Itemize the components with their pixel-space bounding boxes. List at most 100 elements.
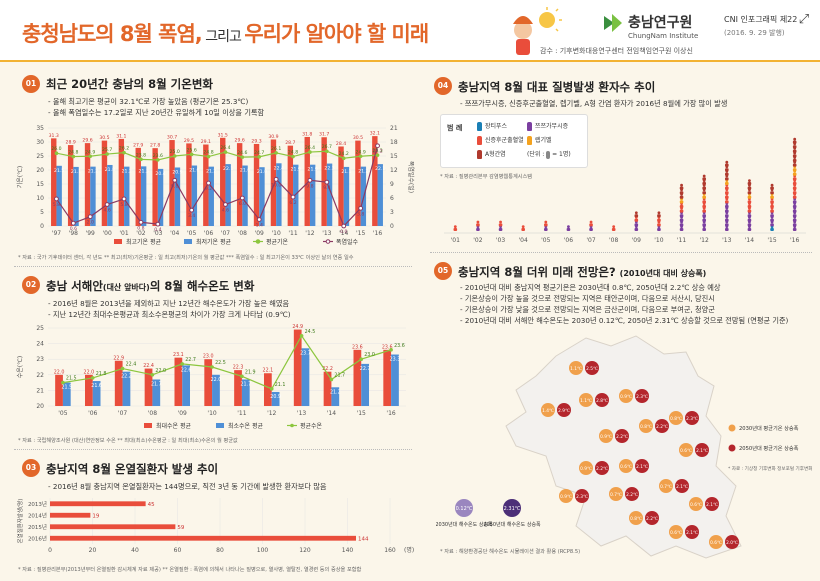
section1-bullet-2: - 올해 폭염일수는 17.2일로 지난 20년간 유일하게 10일 이상을 기… <box>48 108 265 117</box>
person-icon <box>702 205 706 208</box>
bar-min-temp <box>174 167 181 226</box>
x-tick-label: 100 <box>257 547 269 554</box>
bar-min-sea-temp <box>391 354 399 406</box>
legend-item: 쯔쯔가무시증 <box>527 121 568 131</box>
y-tick-label: 20 <box>36 403 44 410</box>
logo-icon <box>604 14 622 32</box>
region-2050-marker <box>575 489 589 503</box>
person-icon <box>702 191 706 195</box>
person-icon <box>657 214 661 218</box>
data-label: 26.0 <box>51 146 61 152</box>
data-label: 29.3 <box>251 138 261 144</box>
x-tick-label: 160 <box>384 547 396 554</box>
region-2030-marker <box>679 443 693 457</box>
person-icon <box>725 228 729 231</box>
x-tick-label: '07 <box>221 230 230 237</box>
legend-title: 범 례 <box>447 124 463 132</box>
data-label: 22.3 <box>233 365 244 371</box>
data-label: 45 <box>148 502 155 508</box>
person-icon <box>679 205 684 208</box>
data-label: 31.3 <box>49 133 59 139</box>
avg-temp-point <box>325 149 329 154</box>
region-2050-marker <box>655 419 669 433</box>
bar-min-sea-temp <box>361 363 370 406</box>
legend-item: 렙기벨 <box>527 135 552 145</box>
bar-min-sea-temp <box>152 379 161 406</box>
section2-bullet-2: - 지난 12년간 최대수온평균과 최소수온평균의 차이가 가장 크게 나타남 … <box>48 310 291 319</box>
person-icon <box>725 195 729 199</box>
avg-sea-temp-point <box>180 362 185 366</box>
heatwave-point <box>206 180 211 186</box>
x-tick-label: 20 <box>89 547 97 554</box>
section5-bullet-1: - 2010년대 대비 충남지역 평균기온은 2030년대 0.8℃, 2050… <box>460 283 721 292</box>
data-label: 22.7 <box>360 366 371 372</box>
region-2050-value: 2.2℃ <box>646 516 658 522</box>
person-icon <box>725 182 729 185</box>
region-2050-marker <box>695 443 709 457</box>
data-label: 21.5 <box>66 376 77 382</box>
section1-number: 01 <box>22 75 40 93</box>
person-icon <box>792 140 797 144</box>
bar-max-sea-temp <box>174 357 183 406</box>
unit-text: = 1명) <box>550 151 571 158</box>
x-tick-label: '05 <box>187 230 196 237</box>
person-icon <box>770 195 774 199</box>
x-tick-label: '08 <box>238 230 247 237</box>
bar-max-temp <box>304 136 310 226</box>
avg-temp-point <box>223 150 228 154</box>
region-2030-value: 0.8℃ <box>630 516 642 522</box>
person-icon <box>770 191 774 195</box>
person-icon <box>634 223 639 227</box>
person-icon <box>747 228 752 231</box>
x-tick-label: '12 <box>267 410 276 417</box>
region-2030-value: 0.6℃ <box>670 530 682 536</box>
data-label: 0.0 <box>340 229 347 235</box>
person-icon <box>702 186 706 190</box>
y2-tick-label: 12 <box>390 167 398 174</box>
avg-temp-line <box>56 150 378 161</box>
data-label: 20.9 <box>270 394 281 400</box>
data-label: 31.7 <box>319 132 329 138</box>
person-icon <box>747 214 752 218</box>
x-tick-label: '03 <box>496 237 505 244</box>
data-label: 1.4 <box>256 222 263 228</box>
legend-label: 신증후군출혈열 <box>485 137 524 144</box>
region-2030-value: 0.6℃ <box>690 502 702 508</box>
region-2030-value: 0.9℃ <box>600 434 612 440</box>
person-icon <box>747 205 752 208</box>
person-icon <box>546 150 551 159</box>
x-tick-label: '05 <box>541 237 550 244</box>
expand-icon[interactable]: ⤢ <box>798 12 810 27</box>
y-axis-label: 기온(℃) <box>16 166 24 188</box>
person-icon <box>725 191 729 195</box>
person-icon <box>747 186 752 190</box>
legend-label: 최대수온 평균 <box>156 422 192 430</box>
data-label: 23.6 <box>153 153 163 159</box>
person-icon <box>792 218 797 222</box>
data-label: 23.6 <box>394 343 405 349</box>
person-icon <box>792 154 797 158</box>
person-icon <box>679 214 684 218</box>
region-2030-marker <box>669 525 683 539</box>
person-icon <box>747 182 752 185</box>
heatwave-point <box>256 217 262 222</box>
avg-temp-point <box>308 150 312 154</box>
data-label: 9.4 <box>323 185 330 191</box>
title-conj: 그리고 <box>201 29 245 45</box>
bar-min-temp <box>90 166 96 226</box>
region-2030-marker <box>669 411 683 425</box>
bar-min-sea-temp <box>331 387 340 406</box>
logo-text-en: ChungNam Institute <box>628 32 699 40</box>
person-icon <box>792 195 797 199</box>
bar-heat-illness <box>50 524 176 530</box>
data-label: 20.9 <box>172 169 182 175</box>
y2-axis-label: 폭염일수(일) <box>407 161 415 193</box>
region-2030-value: 0.8℃ <box>670 416 682 422</box>
avg-sea-temp-point <box>240 374 244 379</box>
x-tick-label: '05 <box>58 410 67 417</box>
person-icon <box>725 186 729 190</box>
x-tick-label: '04 <box>170 230 179 237</box>
data-label: 22.1 <box>223 166 233 172</box>
person-icon <box>477 136 482 145</box>
region-2050-marker <box>635 389 649 403</box>
